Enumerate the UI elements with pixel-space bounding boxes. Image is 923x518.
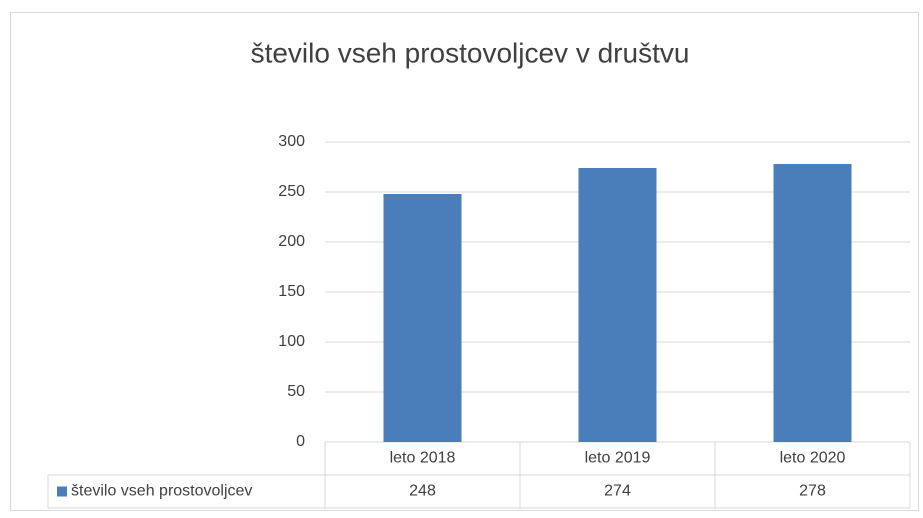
bar	[773, 164, 852, 442]
x-tick-label: leto 2020	[780, 450, 846, 467]
bar	[383, 194, 462, 442]
x-tick-label: leto 2018	[390, 450, 456, 467]
y-tick-label: 100	[278, 333, 305, 350]
table-value: 274	[604, 483, 631, 500]
legend-label: število vseh prostovoljcev	[71, 483, 252, 500]
x-tick-label: leto 2019	[585, 450, 651, 467]
y-tick-label: 250	[278, 183, 305, 200]
chart-title: število vseh prostovoljcev v društvu	[251, 37, 690, 68]
table-value: 278	[799, 483, 826, 500]
table-value: 248	[409, 483, 436, 500]
y-tick-label: 50	[287, 383, 305, 400]
y-tick-label: 150	[278, 283, 305, 300]
y-tick-label: 300	[278, 133, 305, 150]
y-tick-label: 200	[278, 233, 305, 250]
bar	[578, 168, 657, 442]
chart-frame	[10, 12, 919, 511]
y-tick-label: 0	[296, 433, 305, 450]
legend-key	[57, 486, 67, 497]
